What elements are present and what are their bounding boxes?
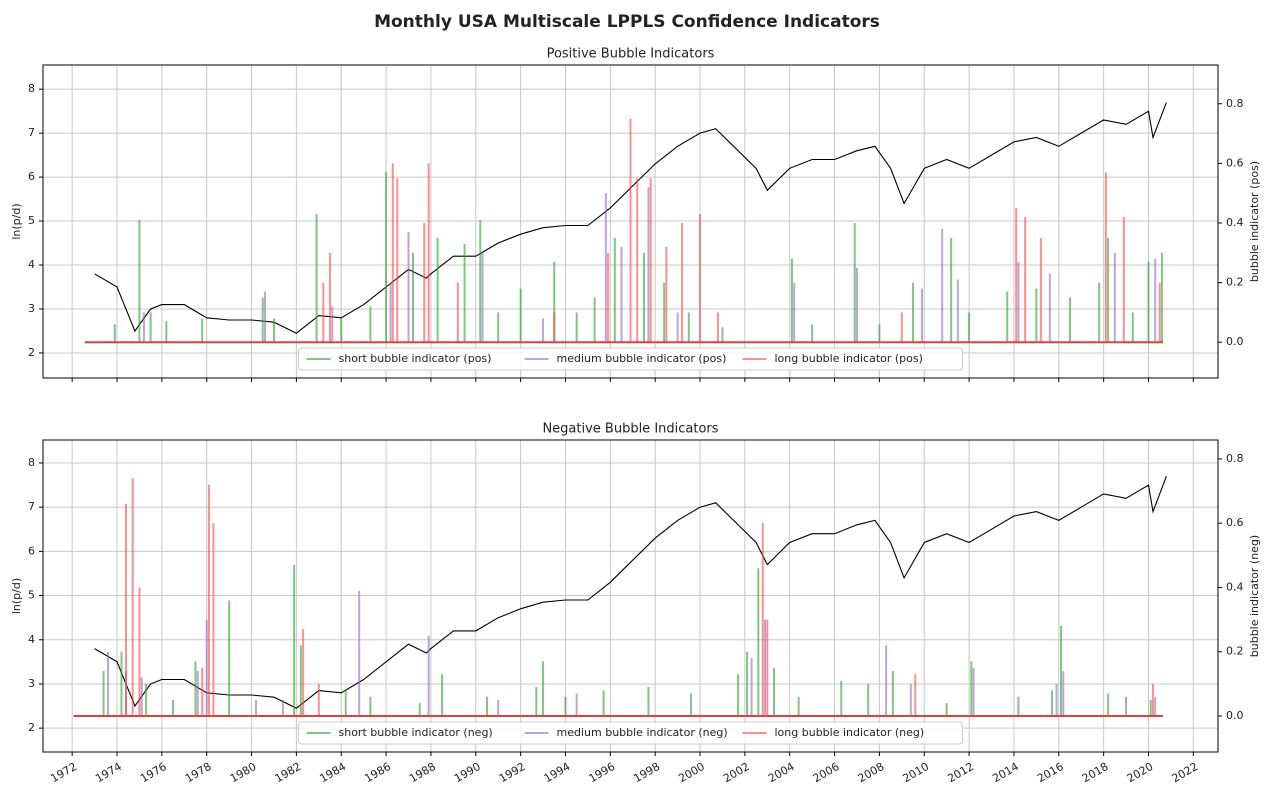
figure-title: Monthly USA Multiscale LPPLS Confidence …: [374, 12, 880, 32]
x-tick-label: 1984: [317, 760, 348, 785]
y-tick-label: 2: [28, 346, 35, 359]
y2-axis-label: bubble indicator (neg): [1248, 535, 1261, 657]
subplot: 2 3 4 5 6 7 8 0.0 0.2 0.4 0.6 0.8 ln(p/d) bubble indi…: [10, 47, 1261, 382]
x-tick-label: 2020: [1125, 760, 1156, 785]
y-tick-label: 7: [28, 500, 35, 513]
legend-label: long bubble indicator (pos): [775, 352, 923, 365]
y-tick-label: 5: [28, 214, 35, 227]
legend-label: short bubble indicator (pos): [339, 352, 492, 365]
y-tick-label: 3: [28, 302, 35, 315]
y-tick-label: 4: [28, 633, 35, 646]
x-tick-label: 2010: [901, 760, 932, 785]
x-tick-label: 2006: [811, 760, 842, 785]
legend-label: medium bubble indicator (pos): [557, 352, 727, 365]
y-tick-label: 6: [28, 544, 35, 557]
y2-tick-label: 0.0: [1226, 709, 1244, 722]
x-tick-label: 2018: [1080, 760, 1111, 785]
y-tick-label: 8: [28, 82, 35, 95]
x-tick-label: 1994: [542, 760, 573, 785]
y2-tick-label: 0.0: [1226, 335, 1244, 348]
x-tick-label: 2008: [856, 760, 887, 785]
y-tick-label: 8: [28, 456, 35, 469]
x-tick-label: 1992: [497, 760, 528, 785]
y-tick-label: 4: [28, 258, 35, 271]
subplot-title: Negative Bubble Indicators: [542, 422, 718, 437]
legend-label: medium bubble indicator (neg): [557, 726, 728, 739]
legend-box: [298, 347, 963, 371]
y-tick-label: 6: [28, 170, 35, 183]
y-tick-label: 3: [28, 677, 35, 690]
subplot-title: Positive Bubble Indicators: [547, 47, 715, 62]
x-tick-label: 1980: [228, 760, 259, 785]
x-tick-label: 2014: [990, 760, 1021, 785]
price-dividend-line: [94, 102, 1167, 334]
price-dividend-line: [94, 476, 1167, 709]
x-tick-label: 1972: [48, 760, 79, 785]
y-axis-label: ln(p/d): [10, 578, 23, 614]
plot-frame: [42, 439, 1219, 753]
subplot: 2 3 4 5 6 7 8 0.0 0.2 0.4 0.6 0.8 1972 1974 1976 1978 19…: [10, 422, 1261, 785]
x-tick-label: 2002: [721, 760, 752, 785]
y2-tick-label: 0.8: [1226, 97, 1244, 110]
x-tick-label: 2000: [676, 760, 707, 785]
plot-frame: [42, 64, 1219, 379]
y2-tick-label: 0.6: [1226, 156, 1244, 169]
y2-tick-label: 0.4: [1226, 580, 1244, 593]
y2-tick-label: 0.2: [1226, 276, 1244, 289]
x-tick-label: 1988: [407, 760, 438, 785]
y2-tick-label: 0.8: [1226, 452, 1244, 465]
y2-tick-label: 0.2: [1226, 645, 1244, 658]
x-tick-label: 1998: [631, 760, 662, 785]
y2-axis-label: bubble indicator (pos): [1248, 161, 1261, 282]
x-tick-label: 2012: [945, 760, 976, 785]
x-tick-label: 2022: [1170, 760, 1201, 785]
y-tick-label: 5: [28, 589, 35, 602]
y-tick-label: 2: [28, 721, 35, 734]
legend-box: [298, 721, 963, 745]
x-tick-label: 1986: [362, 760, 393, 785]
x-tick-label: 1976: [138, 760, 169, 785]
x-tick-label: 1974: [93, 760, 124, 785]
x-tick-label: 1996: [587, 760, 618, 785]
y-axis-label: ln(p/d): [10, 203, 23, 239]
legend-label: long bubble indicator (neg): [775, 726, 925, 739]
x-tick-label: 1982: [273, 760, 304, 785]
y2-tick-label: 0.6: [1226, 516, 1244, 529]
x-tick-label: 2004: [766, 760, 797, 785]
x-tick-label: 1978: [183, 760, 214, 785]
x-tick-label: 2016: [1035, 760, 1066, 785]
legend-label: short bubble indicator (neg): [339, 726, 493, 739]
y-tick-label: 7: [28, 126, 35, 139]
y2-tick-label: 0.4: [1226, 216, 1244, 229]
x-tick-label: 1990: [452, 760, 483, 785]
